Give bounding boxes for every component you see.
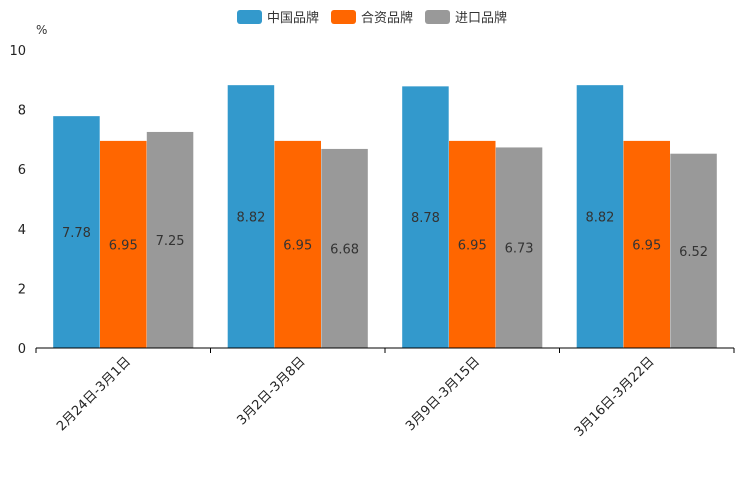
x-axis-group: 2月24日-3月1日 3月2日-3月8日 3月9日-3月15日 3月16日-3月22日 bbox=[35, 347, 735, 440]
legend-swatch-import-brand bbox=[425, 9, 450, 24]
legend-label-china-brand: 中国品牌 bbox=[266, 11, 319, 26]
bar-value-label: 8.78 bbox=[411, 211, 440, 226]
bar bbox=[321, 148, 368, 348]
bar-value-label: 7.78 bbox=[62, 226, 91, 241]
legend-item-joint-venture-brand[interactable]: 合资品牌 bbox=[330, 7, 413, 26]
bar bbox=[449, 140, 496, 348]
legend-swatch-china-brand bbox=[236, 9, 262, 24]
y-axis-unit-label: % bbox=[36, 23, 47, 37]
y-tick-label: 4 bbox=[18, 223, 26, 238]
legend-label-joint-venture-brand: 合资品牌 bbox=[360, 11, 413, 26]
bar-value-label: 6.95 bbox=[109, 238, 138, 253]
bar-value-label: 8.82 bbox=[585, 211, 614, 226]
bar-value-label: 6.68 bbox=[330, 242, 359, 257]
bar bbox=[623, 140, 670, 348]
bar-value-label: 6.73 bbox=[505, 242, 534, 257]
bar bbox=[576, 85, 624, 348]
x-tick-label: 3月2日-3月8日 bbox=[234, 354, 308, 428]
y-axis-group: 0 2 4 6 8 10 bbox=[9, 44, 26, 357]
bar bbox=[402, 86, 449, 348]
bar-value-label: 6.95 bbox=[283, 238, 312, 253]
y-tick-label: 8 bbox=[18, 104, 26, 119]
bar bbox=[495, 147, 543, 348]
y-tick-label: 10 bbox=[9, 44, 26, 59]
legend-swatch-joint-venture-brand bbox=[330, 9, 356, 24]
legend-label-import-brand: 进口品牌 bbox=[455, 11, 508, 26]
x-tick-label: 3月9日-3月15日 bbox=[403, 354, 483, 434]
bar-value-label: 6.95 bbox=[458, 238, 487, 253]
legend-item-import-brand[interactable]: 进口品牌 bbox=[425, 7, 507, 26]
bar-value-label: 7.25 bbox=[156, 234, 185, 249]
y-tick-label: 2 bbox=[18, 282, 26, 297]
x-tick-label: 3月16日-3月22日 bbox=[572, 354, 658, 440]
bar-value-label: 8.82 bbox=[236, 211, 265, 226]
bar bbox=[670, 153, 717, 348]
bar-value-label: 6.52 bbox=[679, 245, 708, 260]
bar bbox=[100, 140, 147, 348]
x-tick-label: 2月24日-3月1日 bbox=[54, 354, 134, 434]
bar-value-label: 6.95 bbox=[632, 238, 661, 253]
y-tick-label: 6 bbox=[18, 163, 26, 178]
bar bbox=[146, 131, 194, 348]
bar bbox=[274, 140, 321, 348]
bar bbox=[227, 85, 275, 348]
legend: 中国品牌 合资品牌 进口品牌 bbox=[0, 7, 744, 26]
bars-group: 7.78 6.95 7.25 8.82 6.95 6.68 8.78 6.95 6.73 8.82… bbox=[53, 85, 717, 348]
bar bbox=[53, 116, 100, 348]
legend-item-china-brand[interactable]: 中国品牌 bbox=[236, 7, 319, 26]
y-tick-label: 0 bbox=[18, 342, 26, 357]
